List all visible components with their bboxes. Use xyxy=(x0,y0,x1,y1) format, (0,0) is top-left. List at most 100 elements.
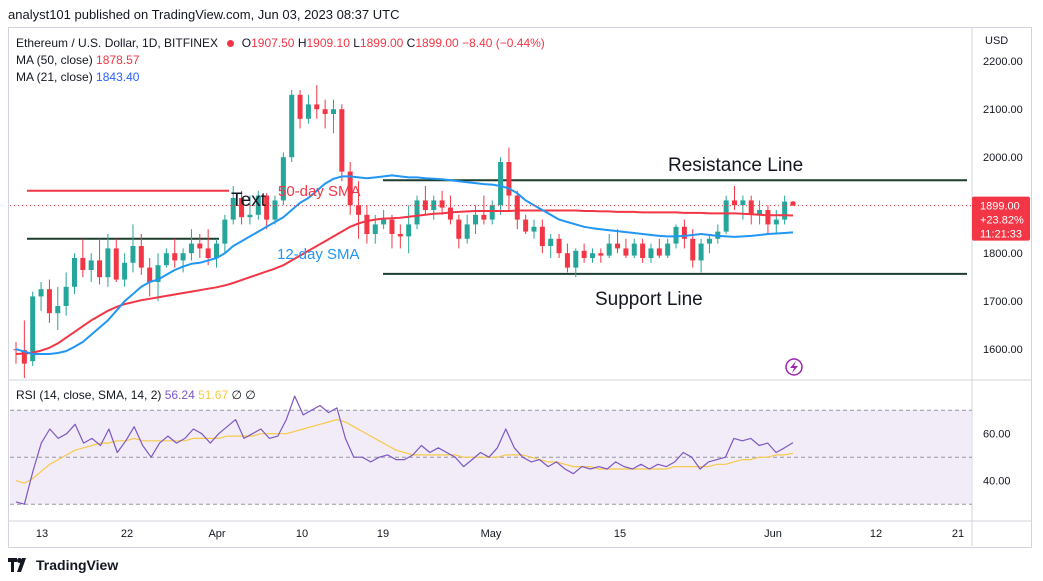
candle-body xyxy=(498,162,504,206)
candle-body xyxy=(372,224,378,234)
candle-body xyxy=(757,210,763,215)
candle xyxy=(648,243,654,263)
candle-body xyxy=(197,243,203,249)
candle xyxy=(364,205,370,244)
low-value: 1899.00 xyxy=(359,36,404,50)
candle xyxy=(548,234,554,258)
time-tick-label: Jun xyxy=(764,528,782,540)
candle xyxy=(606,234,612,258)
candle xyxy=(113,238,119,282)
candle xyxy=(397,224,403,249)
candle xyxy=(790,200,796,206)
candle-body xyxy=(155,265,161,282)
symbol-title[interactable]: Ethereum / U.S. Dollar, 1D, BITFINEX xyxy=(16,36,219,50)
candle xyxy=(188,229,194,261)
candle-body xyxy=(506,162,512,196)
time-tick-label: 10 xyxy=(296,528,308,540)
candle-body xyxy=(247,214,253,218)
candle xyxy=(222,214,228,254)
candle-body xyxy=(456,219,462,239)
candle-body xyxy=(122,262,128,280)
candle-body xyxy=(606,243,612,256)
candle-body xyxy=(397,234,403,237)
candle xyxy=(640,238,646,263)
close-value: 1899.00 xyxy=(415,36,459,50)
rsi-value: 56.24 xyxy=(164,388,195,402)
currency-label: USD xyxy=(985,35,1008,47)
candle xyxy=(155,253,161,302)
candle-body xyxy=(489,205,495,220)
candle-body xyxy=(698,243,704,261)
candle-body xyxy=(347,171,353,206)
candle-body xyxy=(339,109,345,172)
price-tag-value: 1899.00 xyxy=(980,201,1020,213)
candle-body xyxy=(138,246,144,268)
price-tick-label: 2100.00 xyxy=(983,104,1023,116)
rsi-extra: ∅ ∅ xyxy=(231,388,256,402)
ma50-annotation: 50-day SMA xyxy=(278,183,361,200)
candle-body xyxy=(548,238,554,246)
candle xyxy=(21,320,27,378)
candle-body xyxy=(381,219,387,225)
candle-body xyxy=(623,248,629,256)
rsi-label[interactable]: RSI (14, close, SMA, 14, 2) xyxy=(16,388,162,402)
candle xyxy=(757,200,763,225)
candle-body xyxy=(631,243,637,256)
candle xyxy=(782,195,788,225)
candle-body xyxy=(740,200,746,206)
ma50-line xyxy=(15,209,794,355)
candle xyxy=(706,234,712,254)
chart-frame xyxy=(8,27,1032,548)
tradingview-logo-icon xyxy=(8,558,30,572)
branding-bar[interactable]: TradingView xyxy=(8,554,118,576)
candle xyxy=(623,238,629,258)
candle-body xyxy=(773,219,779,225)
change-value: −8.40 (−0.44%) xyxy=(462,36,545,50)
candle xyxy=(130,224,136,273)
candle-body xyxy=(297,94,303,119)
candle-body xyxy=(38,289,44,297)
ma21-label[interactable]: MA (21, close) xyxy=(16,70,93,84)
high-value: 1909.10 xyxy=(306,36,350,50)
candle xyxy=(272,195,278,225)
candle-body xyxy=(389,219,395,234)
candle-body xyxy=(364,214,370,234)
ma50-label[interactable]: MA (50, close) xyxy=(16,53,93,67)
resistance-annotation: Resistance Line xyxy=(668,155,803,176)
high-label: H xyxy=(297,36,307,50)
candle-body xyxy=(748,200,754,215)
candle-body xyxy=(330,109,336,114)
candle-body xyxy=(289,94,295,158)
candle xyxy=(314,85,320,119)
rsi-tick-label: 40.00 xyxy=(983,476,1011,488)
price-tick-label: 2000.00 xyxy=(983,152,1023,164)
candle xyxy=(163,248,169,268)
candle-body xyxy=(71,258,77,287)
candle xyxy=(389,214,395,249)
candle xyxy=(732,186,738,210)
candle xyxy=(264,193,270,230)
candle-body xyxy=(640,243,646,258)
candle-body xyxy=(447,207,453,220)
rsi-sma-line xyxy=(15,419,794,484)
candle xyxy=(322,99,328,129)
candle xyxy=(247,195,253,225)
candle xyxy=(681,219,687,249)
low-label: L xyxy=(353,36,360,50)
candle-body xyxy=(105,248,111,278)
candle-body xyxy=(473,214,479,225)
candle xyxy=(589,248,595,263)
candle-body xyxy=(431,200,437,210)
candle-body xyxy=(97,260,103,278)
lightning-icon-bolt xyxy=(790,361,798,373)
candle xyxy=(138,234,144,275)
candle-body xyxy=(188,243,194,254)
candle xyxy=(280,152,286,206)
candle-body xyxy=(765,210,771,225)
candle-body xyxy=(598,253,604,256)
price-tick-label: 1600.00 xyxy=(983,344,1023,356)
time-tick-label: 15 xyxy=(614,528,626,540)
publish-header: analyst101 published on TradingView.com,… xyxy=(8,7,400,22)
candle xyxy=(122,253,128,287)
